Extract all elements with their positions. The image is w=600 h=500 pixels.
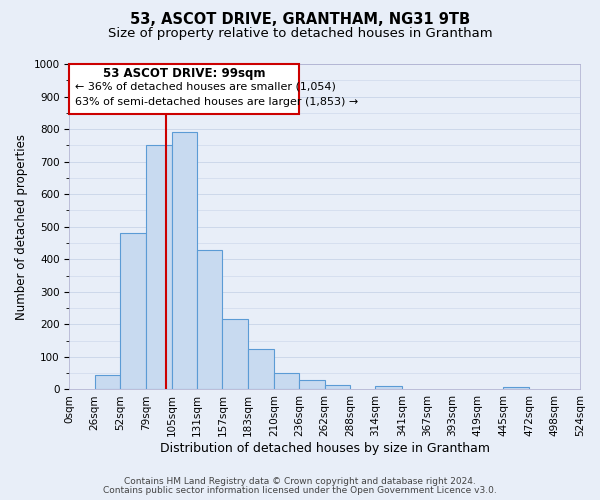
Text: Contains HM Land Registry data © Crown copyright and database right 2024.: Contains HM Land Registry data © Crown c… bbox=[124, 477, 476, 486]
Y-axis label: Number of detached properties: Number of detached properties bbox=[15, 134, 28, 320]
Bar bbox=[274, 372, 299, 390]
Text: 53 ASCOT DRIVE: 99sqm: 53 ASCOT DRIVE: 99sqm bbox=[103, 66, 266, 80]
Bar bbox=[197, 250, 223, 390]
Text: 53, ASCOT DRIVE, GRANTHAM, NG31 9TB: 53, ASCOT DRIVE, GRANTHAM, NG31 9TB bbox=[130, 12, 470, 28]
Bar bbox=[223, 318, 248, 390]
Bar bbox=[503, 387, 529, 390]
Text: ← 36% of detached houses are smaller (1,054): ← 36% of detached houses are smaller (1,… bbox=[75, 82, 336, 92]
FancyBboxPatch shape bbox=[70, 64, 299, 114]
Text: Size of property relative to detached houses in Grantham: Size of property relative to detached ho… bbox=[107, 28, 493, 40]
Bar bbox=[248, 349, 274, 390]
Bar bbox=[299, 380, 325, 390]
Bar bbox=[376, 386, 401, 390]
Bar bbox=[146, 146, 172, 390]
Bar bbox=[325, 384, 350, 390]
X-axis label: Distribution of detached houses by size in Grantham: Distribution of detached houses by size … bbox=[160, 442, 490, 455]
Text: 63% of semi-detached houses are larger (1,853) →: 63% of semi-detached houses are larger (… bbox=[75, 97, 358, 107]
Bar bbox=[120, 233, 146, 390]
Bar bbox=[172, 132, 197, 390]
Bar bbox=[95, 376, 120, 390]
Text: Contains public sector information licensed under the Open Government Licence v3: Contains public sector information licen… bbox=[103, 486, 497, 495]
